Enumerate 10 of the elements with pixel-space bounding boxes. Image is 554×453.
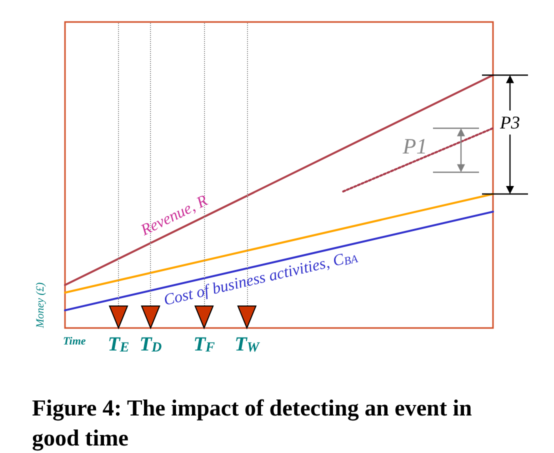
text: Figure 4: The impact of detecting an event in good time: [32, 396, 478, 452]
text: P3: [499, 112, 520, 133]
text: Cost of business activities, CBA: [162, 251, 360, 310]
y-axis-title: Money (£): [34, 282, 46, 329]
x-tick-label: TD: [139, 334, 162, 356]
annotation: P1: [402, 134, 428, 159]
x-tick-label: TE: [108, 334, 130, 356]
x-axis-title: Time: [63, 336, 86, 348]
x-tick-label: TF: [193, 334, 216, 356]
x-tick-label: TW: [234, 334, 261, 356]
